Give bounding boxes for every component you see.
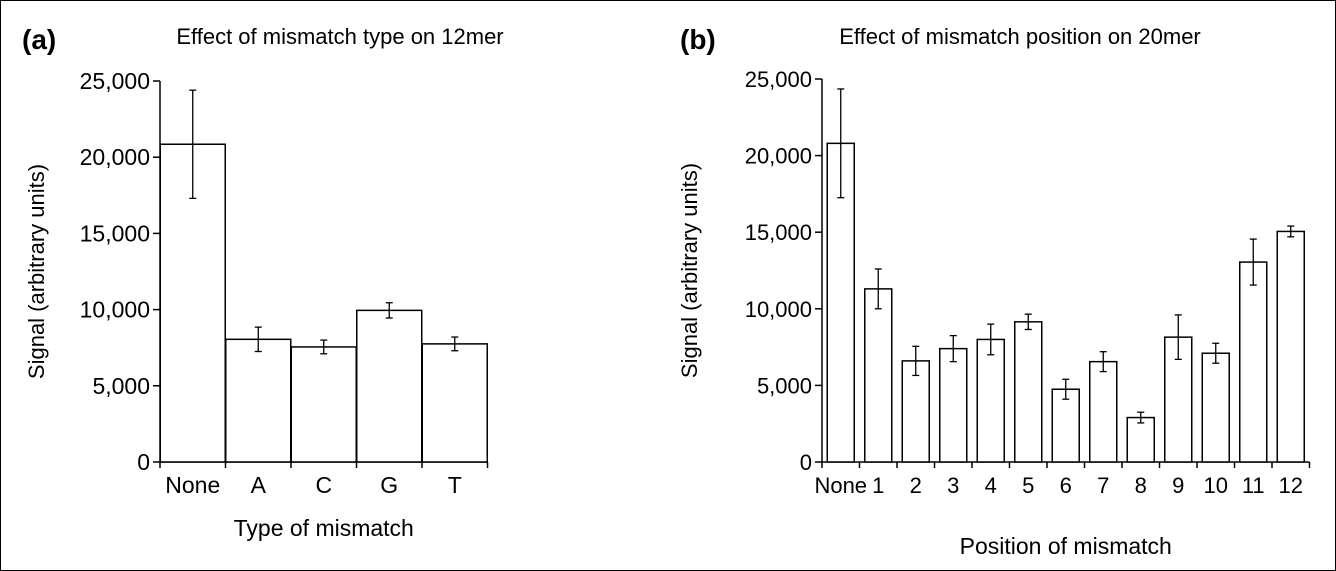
bar-2 xyxy=(901,360,930,463)
bar-6 xyxy=(1051,388,1080,463)
y-axis-label: Signal (arbitrary units) xyxy=(24,164,49,379)
x-tick-label: 11 xyxy=(1242,473,1265,498)
x-tick-label: 6 xyxy=(1060,473,1072,498)
x-tick-label: A xyxy=(251,472,267,498)
y-tick-label: 0 xyxy=(800,450,812,475)
bar-4 xyxy=(976,338,1005,463)
x-tick-label: 10 xyxy=(1204,473,1228,498)
chart-panel-b: (b) Effect of mismatch position on 20mer 0… xyxy=(677,24,1311,559)
x-tick-label: 5 xyxy=(1022,473,1034,498)
y-tick-label: 25,000 xyxy=(80,68,150,94)
y-tick-label: 25,000 xyxy=(745,67,812,92)
x-tick-label: 2 xyxy=(910,473,922,498)
bar-10 xyxy=(1201,352,1230,463)
x-tick-label: C xyxy=(315,472,332,498)
bar-7 xyxy=(1089,360,1118,463)
bar-None xyxy=(826,142,855,463)
chart-panel-a: (a) Effect of mismatch type on 12mer 0 5,00… xyxy=(22,24,504,541)
x-tick-label: None xyxy=(165,472,220,498)
bar-G xyxy=(356,309,423,463)
x-tick-label: 8 xyxy=(1135,473,1147,498)
y-axis-label: Signal (arbitrary units) xyxy=(677,163,702,378)
y-tick-label: 0 xyxy=(137,449,150,475)
y-tick-label: 5,000 xyxy=(92,373,150,399)
x-tick-label: 9 xyxy=(1172,473,1184,498)
chart-title: Effect of mismatch position on 20mer xyxy=(839,24,1201,49)
bar-1 xyxy=(864,288,893,463)
x-tick-label: None xyxy=(814,473,867,498)
bar-C xyxy=(290,346,357,463)
chart-title: Effect of mismatch type on 12mer xyxy=(176,24,503,49)
y-tick-label: 10,000 xyxy=(745,297,812,322)
bar-8 xyxy=(1126,416,1155,463)
x-tick-label: G xyxy=(380,472,398,498)
bar-T xyxy=(421,343,488,463)
x-tick-label: 1 xyxy=(872,473,884,498)
x-tick-label: 4 xyxy=(985,473,997,498)
y-tick-label: 10,000 xyxy=(80,297,150,323)
bar-3 xyxy=(939,347,968,463)
x-tick-label: 7 xyxy=(1097,473,1109,498)
y-tick-label: 15,000 xyxy=(80,220,150,246)
bar-11 xyxy=(1239,261,1268,463)
panel-label: (b) xyxy=(680,24,716,55)
y-tick-label: 20,000 xyxy=(745,144,812,169)
y-tick-label: 15,000 xyxy=(745,220,812,245)
y-tick-label: 5,000 xyxy=(757,373,812,398)
x-axis-label: Position of mismatch xyxy=(960,533,1172,559)
x-tick-label: 3 xyxy=(947,473,959,498)
bar-12 xyxy=(1276,230,1305,463)
bar-A xyxy=(225,338,292,463)
x-tick-label: 12 xyxy=(1279,473,1303,498)
bar-5 xyxy=(1014,321,1043,463)
x-tick-label: T xyxy=(448,472,462,498)
y-tick-label: 20,000 xyxy=(80,144,150,170)
panel-label: (a) xyxy=(22,24,56,55)
x-axis-label: Type of mismatch xyxy=(234,515,414,541)
